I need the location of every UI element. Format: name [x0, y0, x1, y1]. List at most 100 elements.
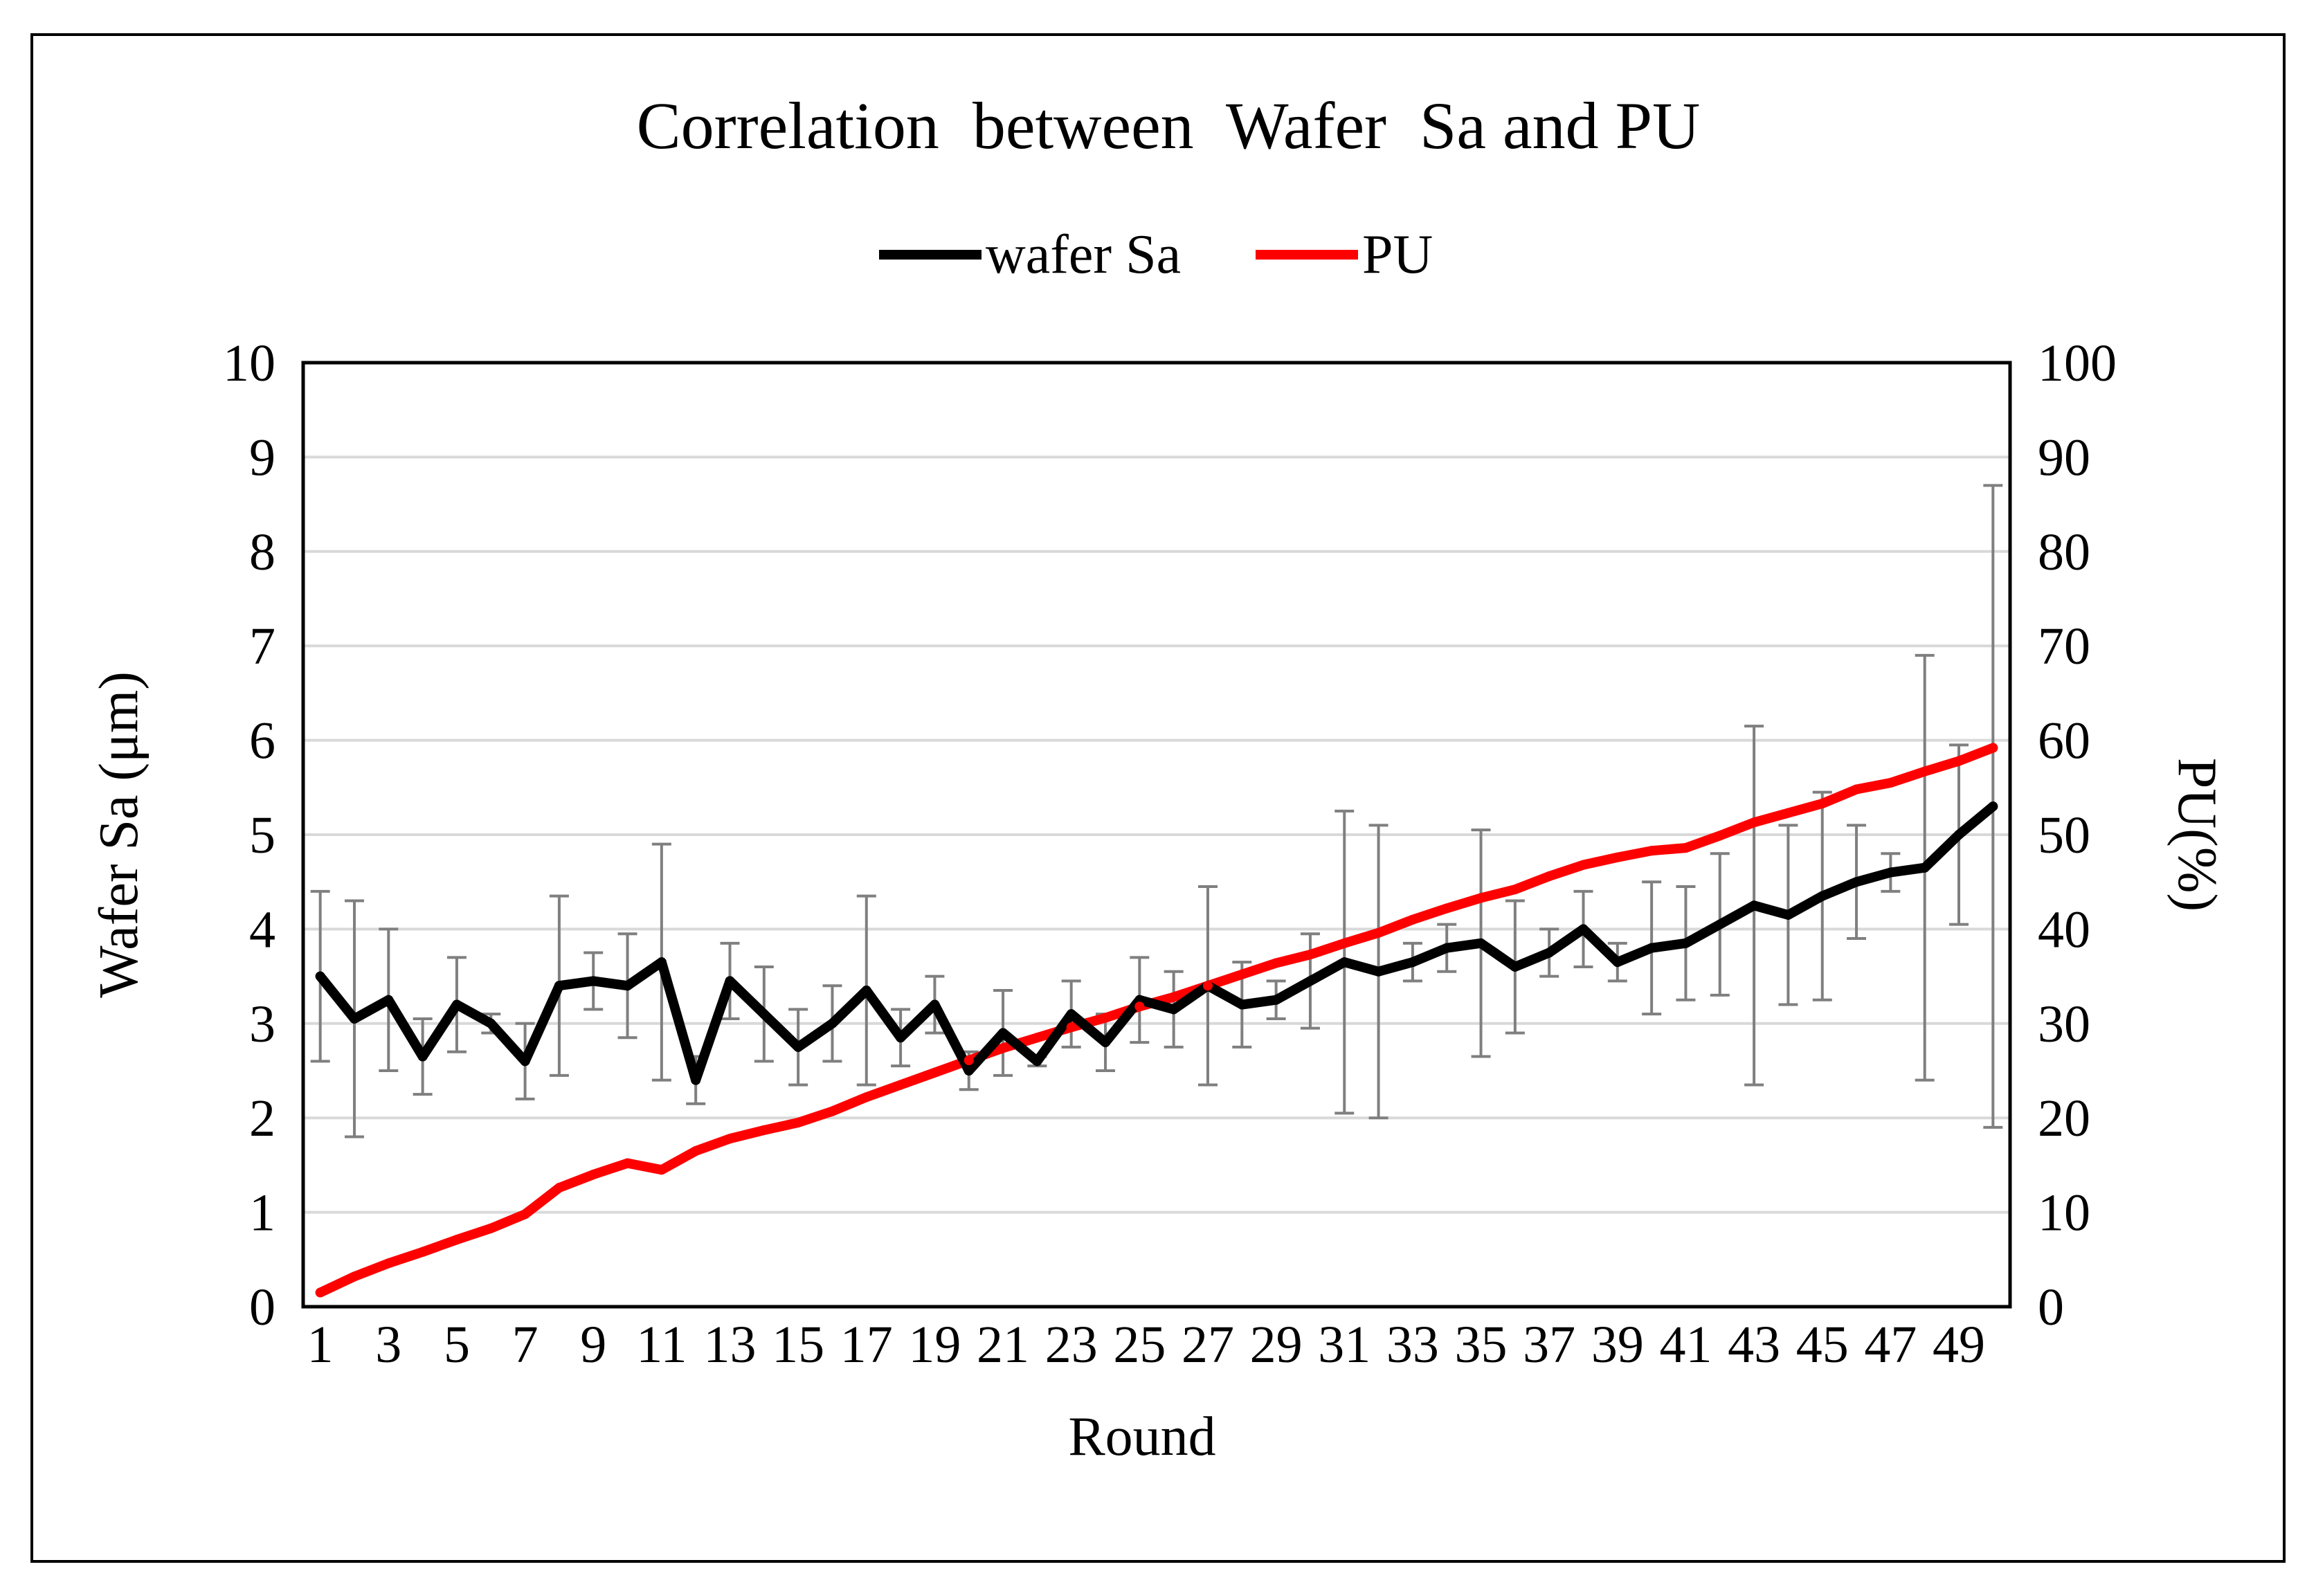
- pu-point: [861, 1092, 871, 1103]
- pu-point: [1237, 969, 1247, 979]
- x-tick-label: 13: [704, 1316, 757, 1374]
- x-tick-label: 19: [908, 1316, 961, 1374]
- data-points: [315, 743, 1998, 1298]
- wafer-sa-point: [1271, 995, 1281, 1005]
- x-tick-label: 9: [580, 1316, 606, 1374]
- pu-point: [1647, 846, 1657, 856]
- wafer-sa-point: [315, 971, 325, 981]
- y-tick-label: 5: [249, 806, 275, 864]
- x-tick-label: 47: [1864, 1316, 1917, 1374]
- y-axis-label: Wafer Sa (μm): [89, 671, 150, 998]
- pu-point: [383, 1258, 394, 1269]
- y-tick-label: 7: [249, 617, 275, 675]
- pu-point: [1373, 927, 1384, 938]
- wafer-sa-point: [656, 957, 667, 968]
- y2-tick-label: 80: [2038, 523, 2090, 581]
- pu-point: [725, 1134, 735, 1144]
- wafer-sa-point: [417, 1051, 428, 1062]
- y2-tick-label: 100: [2038, 334, 2117, 392]
- wafer-sa-point: [383, 995, 394, 1005]
- pu-point: [349, 1271, 359, 1282]
- y-tick-label: 6: [249, 712, 275, 770]
- x-tick-label: 5: [444, 1316, 470, 1374]
- wafer-sa-point: [1715, 919, 1725, 930]
- wafer-sa-point: [1510, 961, 1520, 972]
- pu-point: [1852, 784, 1862, 795]
- pu-point: [964, 1055, 974, 1065]
- pu-point: [1168, 992, 1179, 1002]
- pu-point: [998, 1043, 1008, 1053]
- y-tick-label: 0: [249, 1278, 275, 1336]
- pu-point: [1202, 981, 1213, 991]
- y2-tick-label: 0: [2038, 1278, 2064, 1336]
- wafer-sa-point: [827, 1018, 838, 1028]
- x-tick-label: 23: [1045, 1316, 1098, 1374]
- y-tick-label: 2: [249, 1089, 275, 1148]
- x-tick-label: 43: [1728, 1316, 1780, 1374]
- x-tick-label: 41: [1659, 1316, 1712, 1374]
- wafer-sa-point: [349, 1013, 359, 1024]
- wafer-sa-point: [1066, 1009, 1076, 1019]
- pu-point: [1305, 950, 1315, 960]
- wafer-sa-point: [930, 999, 940, 1010]
- x-tick-label: 33: [1386, 1316, 1439, 1374]
- wafer-sa-point: [554, 981, 564, 991]
- pu-point: [451, 1235, 462, 1245]
- plot-area-border: [301, 361, 2012, 1309]
- wafer-sa-point: [1339, 957, 1350, 968]
- pu-point: [554, 1183, 564, 1193]
- pu-point: [1476, 893, 1486, 903]
- gridlines: [303, 455, 2010, 1214]
- wafer-sa-point: [964, 1066, 974, 1076]
- x-tick-label: 7: [512, 1316, 539, 1374]
- pu-point: [1749, 817, 1759, 828]
- wafer-sa-point: [1168, 1004, 1179, 1015]
- pu-point: [793, 1118, 804, 1128]
- pu-point: [417, 1246, 428, 1257]
- y2-tick-label: 10: [2038, 1184, 2090, 1242]
- y2-tick-label: 70: [2038, 617, 2090, 675]
- wafer-sa-point: [998, 1028, 1008, 1038]
- chart-frame: Correlation between Wafer Sa and PU wafe…: [30, 33, 2286, 1563]
- x-tick-label: 49: [1933, 1316, 1985, 1374]
- chart-svg: Correlation between Wafer Sa and PU wafe…: [89, 89, 2227, 1467]
- pu-point: [1988, 743, 1998, 753]
- wafer-sa-point: [1032, 1056, 1042, 1067]
- x-tick-label: 21: [977, 1316, 1029, 1374]
- pu-point: [691, 1145, 701, 1156]
- pu-point: [1066, 1022, 1076, 1033]
- wafer-sa-point: [1407, 957, 1418, 968]
- wafer-sa-point: [588, 976, 599, 986]
- x-tick-label: 3: [375, 1316, 401, 1374]
- wafer-sa-point: [451, 999, 462, 1010]
- wafer-sa-point: [1373, 966, 1384, 977]
- pu-point: [520, 1209, 530, 1219]
- wafer-sa-point: [1578, 924, 1589, 934]
- wafer-sa-point: [1988, 801, 1998, 812]
- pu-point: [1442, 903, 1452, 914]
- y2-tick-label: 20: [2038, 1089, 2090, 1148]
- wafer-sa-point: [1612, 957, 1622, 968]
- wafer-sa-point: [1885, 867, 1896, 878]
- pu-point: [1681, 843, 1691, 853]
- y2-tick-label: 90: [2038, 428, 2090, 487]
- pu-point: [315, 1287, 325, 1298]
- y-tick-label: 9: [249, 428, 275, 487]
- pu-point: [1101, 1013, 1111, 1023]
- pu-point: [1544, 871, 1555, 882]
- x-axis-label: Round: [1068, 1406, 1215, 1467]
- pu-point: [827, 1106, 838, 1116]
- y-tick-label: 3: [249, 995, 275, 1053]
- x-tick-label: 29: [1250, 1316, 1303, 1374]
- x-tick-label: 39: [1591, 1316, 1644, 1374]
- wafer-sa-point: [691, 1075, 701, 1085]
- y-tick-label: 8: [249, 523, 275, 581]
- x-tick-label: 37: [1523, 1316, 1575, 1374]
- pu-point: [622, 1158, 633, 1168]
- pu-point: [1134, 1001, 1145, 1012]
- wafer-sa-point: [1852, 877, 1862, 887]
- pu-point: [1817, 798, 1827, 808]
- pu-series-line: [315, 743, 1998, 1298]
- pu-point: [1407, 914, 1418, 925]
- wafer-sa-point: [1749, 900, 1759, 911]
